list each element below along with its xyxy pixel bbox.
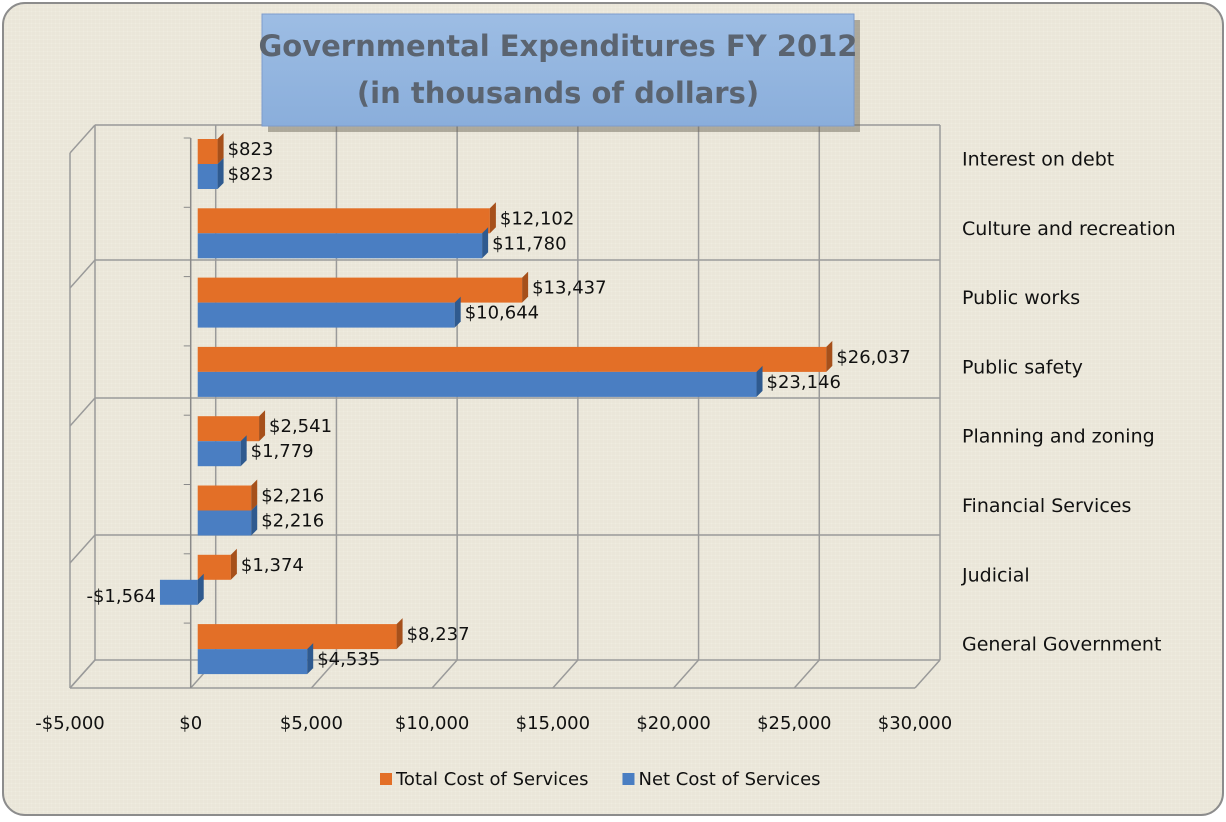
value-label: $26,037 [836,347,910,368]
value-label: $823 [228,164,274,185]
wall-line [69,397,96,427]
chart-subtitle: (in thousands of dollars) [357,76,759,110]
legend-label: Total Cost of Services [395,769,588,790]
chart-title: Governmental Expenditures FY 2012 [259,29,858,63]
grid-line [673,659,700,689]
wall-line [69,259,96,289]
title-box [261,13,855,127]
category-label: Planning and zoning [962,426,1155,448]
grid-line [793,659,820,689]
x-tick-label: $25,000 [757,713,831,734]
category-label: Interest on debt [962,149,1114,171]
bar-side [482,227,489,259]
legend-swatch [380,773,392,785]
x-tick-label: $15,000 [516,713,590,734]
bar [197,624,397,650]
bar-side [217,133,224,164]
bar [197,371,757,397]
bar [197,277,523,303]
bar [197,441,241,467]
bar-side [307,643,314,675]
wall-line [69,534,96,564]
bar [197,302,455,328]
bar [197,139,218,164]
grid-line [310,659,337,689]
value-label: $2,216 [261,486,324,507]
x-tick-label: -$5,000 [35,713,104,734]
bar-side [396,618,403,650]
x-tick-label: $0 [179,713,202,734]
bar-side [522,271,529,303]
value-label: $12,102 [500,208,574,229]
bar-side [251,504,258,536]
bar [197,510,252,536]
bar-side [240,435,247,467]
x-tick-label: $5,000 [280,713,343,734]
bar-side [230,548,237,580]
bar-side [826,340,833,372]
bar [197,485,252,511]
x-tick-label: $10,000 [395,713,469,734]
legend-label: Net Cost of Services [638,769,820,790]
bar-side [251,479,258,511]
value-label: $23,146 [767,372,841,393]
bar [159,579,198,605]
grid-line [552,659,579,689]
bar-side [197,573,204,605]
wall-line [69,124,96,154]
bar-side [259,410,266,442]
bar-side [217,158,224,189]
value-label: $2,216 [261,511,324,532]
bar [197,208,490,234]
bar [197,233,483,259]
x-tick-label: $20,000 [636,713,710,734]
bar-side [489,202,496,234]
bar-side [756,365,763,397]
value-label: $1,374 [241,555,304,576]
value-label: -$1,564 [86,586,155,607]
bar [197,416,260,442]
category-label: Public works [962,287,1080,309]
value-label: $823 [228,139,274,160]
grid-line [69,659,96,689]
value-label: $2,541 [269,416,332,437]
value-label: $10,644 [465,303,539,324]
grid-line [914,659,941,689]
value-label: $13,437 [532,278,606,299]
value-label: $11,780 [492,233,566,254]
x-tick-label: $30,000 [878,713,952,734]
category-label: Financial Services [962,495,1131,517]
grid-line [431,659,458,689]
legend-swatch [622,773,635,785]
bar [197,649,308,675]
bar [197,346,827,372]
value-label: $4,535 [317,649,380,670]
value-label: $8,237 [407,624,470,645]
category-label: General Government [962,634,1161,656]
value-label: $1,779 [251,441,314,462]
category-label: Public safety [962,356,1083,378]
bar-side [454,296,461,328]
category-label: Judicial [961,564,1030,586]
category-label: Culture and recreation [962,218,1176,240]
bar [197,164,218,189]
